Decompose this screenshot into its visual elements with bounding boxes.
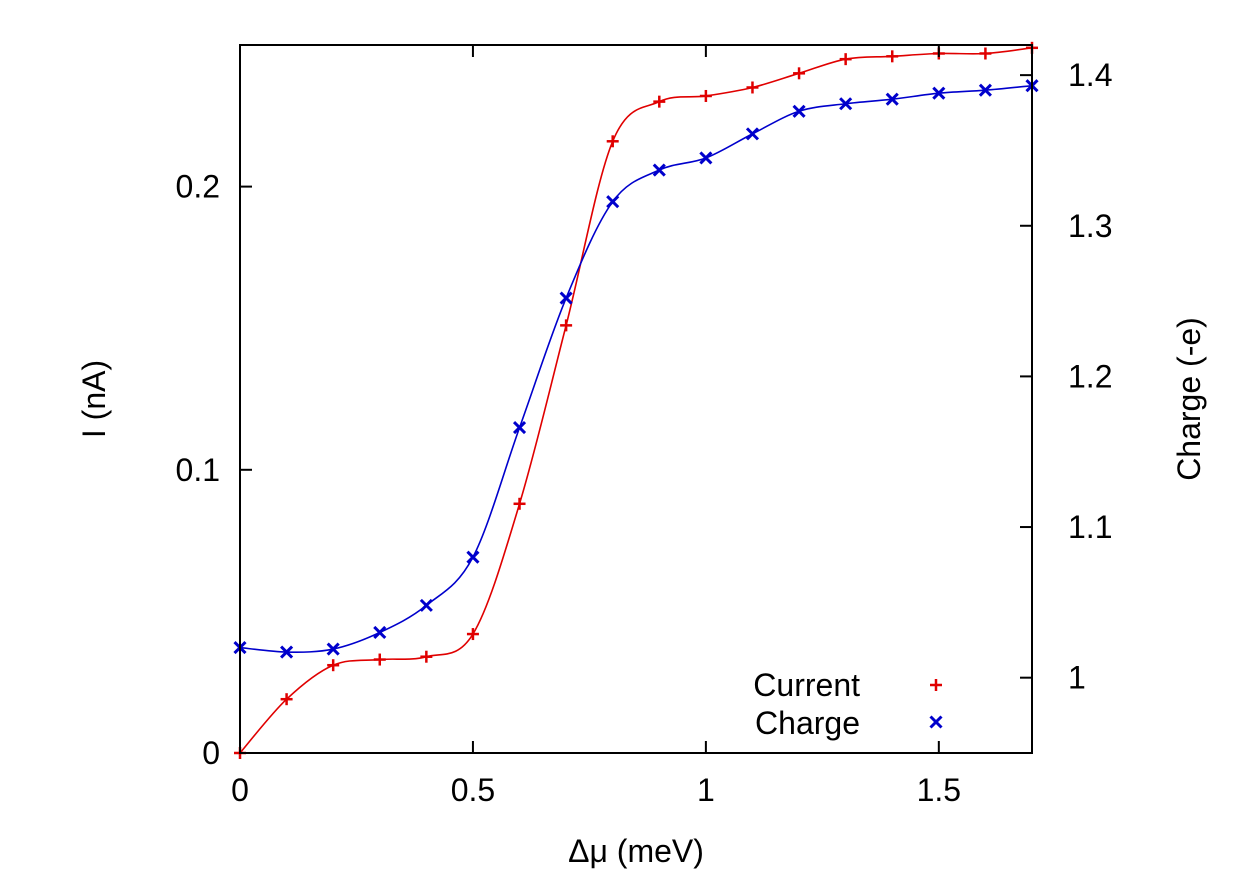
- legend-marker-current: [930, 679, 942, 691]
- data-point-charge: [373, 625, 387, 640]
- data-point-current: [699, 89, 712, 102]
- data-point-charge: [419, 598, 433, 612]
- y-axis-title: I (nA): [76, 360, 112, 438]
- data-point-charge: [606, 195, 620, 209]
- x-tick-label: 0: [231, 772, 249, 808]
- data-point-current: [373, 653, 386, 666]
- markers-layer: [233, 41, 1039, 759]
- x-tick-label: 1: [697, 772, 715, 808]
- y2-axis-title: Charge (-e): [1171, 317, 1207, 481]
- data-point-current: [839, 53, 852, 66]
- data-point-current: [606, 135, 619, 148]
- legend: Current Charge: [753, 667, 943, 741]
- x-axis-title: Δμ (meV): [568, 833, 704, 869]
- data-point-charge: [466, 550, 480, 564]
- data-point-charge: [745, 127, 760, 141]
- data-point-charge: [699, 151, 713, 165]
- ticks-layer: [239, 45, 1032, 754]
- data-point-current: [653, 95, 666, 108]
- plot-frame: [239, 44, 1033, 754]
- y-tick-label: 0.1: [176, 452, 220, 488]
- data-point-current: [979, 47, 992, 60]
- y-tick-label: 0.2: [176, 169, 220, 205]
- data-point-current: [793, 67, 806, 80]
- legend-label-current: Current: [753, 667, 860, 703]
- legend-marker-charge: [929, 715, 943, 729]
- data-point-charge: [885, 92, 899, 106]
- series-line-current: [239, 47, 1033, 754]
- data-point-current: [560, 319, 573, 332]
- data-point-charge: [326, 642, 340, 656]
- data-point-charge: [652, 163, 666, 177]
- data-point-current: [420, 650, 433, 663]
- data-point-current: [327, 659, 340, 672]
- data-point-charge: [978, 83, 992, 97]
- y-tick-label: 0: [202, 735, 220, 771]
- y2-tick-label: 1.1: [1068, 509, 1112, 545]
- y2-tick-label: 1.2: [1068, 358, 1112, 394]
- data-point-charge: [512, 421, 527, 435]
- legend-cross-icon: [929, 715, 943, 729]
- x-tick-label: 0.5: [451, 772, 495, 808]
- y2-tick-label: 1.4: [1068, 57, 1112, 93]
- x-tick-label: 1.5: [917, 772, 961, 808]
- data-point-current: [513, 497, 526, 510]
- legend-plus-icon: [930, 679, 942, 691]
- data-point-charge: [839, 97, 853, 111]
- data-point-current: [746, 81, 759, 94]
- data-point-charge: [792, 104, 806, 118]
- curves-layer: [239, 47, 1033, 754]
- data-point-current: [280, 693, 293, 706]
- data-point-charge: [559, 291, 573, 305]
- y2-tick-label: 1.3: [1068, 208, 1112, 244]
- y2-tick-label: 1: [1068, 660, 1086, 696]
- legend-label-charge: Charge: [755, 705, 860, 741]
- labels-layer: 0 0.5 1 1.5 0 0.1 0.2 1 1.1 1.2 1.3 1.4: [176, 57, 1113, 808]
- data-point-charge: [280, 645, 294, 659]
- series-line-charge: [239, 84, 1033, 653]
- data-point-current: [466, 628, 479, 641]
- data-point-current: [886, 50, 899, 63]
- data-point-charge: [932, 86, 946, 100]
